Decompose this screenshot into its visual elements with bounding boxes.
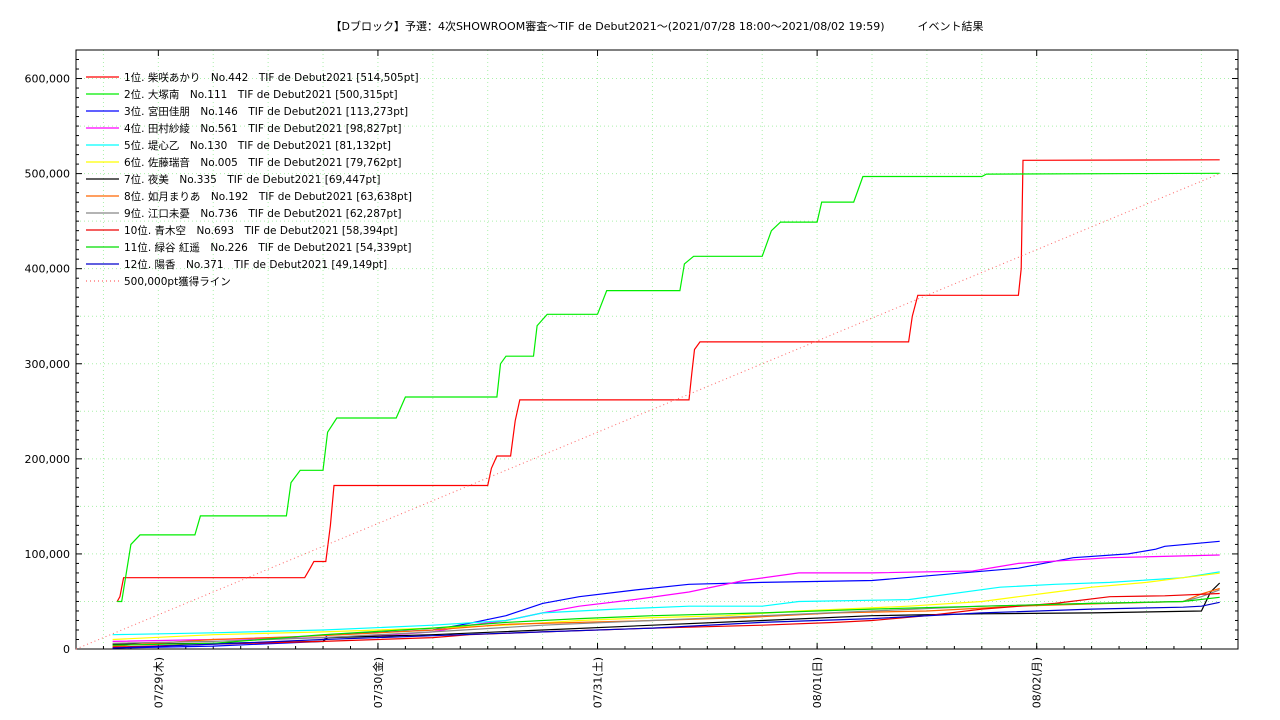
series-line-11 <box>112 596 1220 646</box>
y-tick-label: 600,000 <box>25 73 71 86</box>
y-tick-label: 0 <box>63 643 70 656</box>
series-line-4 <box>112 554 1220 642</box>
legend-label: 3位. 宮田佳朋 No.146 TIF de Debut2021 [113,27… <box>124 105 408 118</box>
x-tick-label: 08/02(月) <box>1031 657 1044 708</box>
x-tick-label: 07/31(土) <box>592 657 605 708</box>
x-tick-label: 07/30(金) <box>371 657 385 708</box>
legend-label: 4位. 田村紗綾 No.561 TIF de Debut2021 [98,827… <box>124 122 401 135</box>
series-line-5 <box>112 571 1220 636</box>
y-tick-label: 300,000 <box>25 358 71 371</box>
legend-label: 500,000pt獲得ライン <box>124 275 231 288</box>
series-line-2 <box>117 172 1220 603</box>
series-line-10 <box>112 592 1220 648</box>
legend: 1位. 柴咲あかり No.442 TIF de Debut2021 [514,5… <box>86 71 419 288</box>
legend-label: 6位. 佐藤瑞音 No.005 TIF de Debut2021 [79,762… <box>124 156 401 169</box>
series-line-6 <box>112 572 1220 641</box>
legend-label: 7位. 夜美 No.335 TIF de Debut2021 [69,447pt… <box>124 173 380 186</box>
series-line-12 <box>112 601 1220 649</box>
legend-label: 1位. 柴咲あかり No.442 TIF de Debut2021 [514,5… <box>124 71 419 84</box>
legend-label: 2位. 大塚南 No.111 TIF de Debut2021 [500,315… <box>124 88 398 101</box>
legend-label: 11位. 緑谷 紅遥 No.226 TIF de Debut2021 [54,3… <box>124 241 411 254</box>
y-tick-label: 400,000 <box>25 263 71 276</box>
axes: 0 100,000 200,000 300,000 400,000 500,000 600,… <box>25 49 1239 708</box>
legend-label: 8位. 如月まりあ No.192 TIF de Debut2021 [63,63… <box>124 190 412 203</box>
series-lines <box>75 159 1221 650</box>
legend-label: 5位. 堤心乙 No.130 TIF de Debut2021 [81,132p… <box>124 139 391 152</box>
y-tick-label: 500,000 <box>25 168 71 181</box>
series-line-9 <box>112 589 1220 644</box>
legend-label: 12位. 陽香 No.371 TIF de Debut2021 [49,149p… <box>124 258 387 271</box>
y-tick-label: 200,000 <box>25 453 71 466</box>
grid <box>76 50 1238 650</box>
series-line-13 <box>75 173 1220 650</box>
x-tick-label: 07/29(木) <box>152 657 165 708</box>
legend-label: 9位. 江口未憂 No.736 TIF de Debut2021 [62,287… <box>124 207 401 220</box>
plot-frame <box>75 49 1239 650</box>
legend-label: 10位. 青木空 No.693 TIF de Debut2021 [58,394… <box>124 224 398 237</box>
y-tick-label: 100,000 <box>25 548 71 561</box>
chart-title: 【Dブロック】予選：4次SHOWROOM審査～TIF de Debut2021～… <box>330 19 983 33</box>
x-tick-label: 08/01(日) <box>811 657 824 708</box>
series-line-7 <box>112 582 1221 645</box>
series-line-1 <box>116 159 1220 602</box>
